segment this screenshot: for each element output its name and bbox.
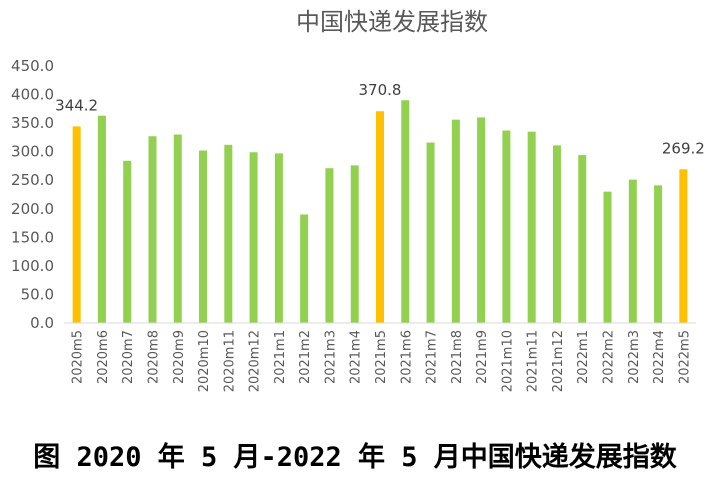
x-tick-label: 2021m5 (374, 330, 389, 384)
bar (199, 150, 208, 323)
y-tick-label: 450.0 (11, 57, 54, 75)
bar (173, 134, 182, 323)
bar (224, 144, 233, 323)
y-axis-ticks: 0.0 50.0 100.0 150.0 200.0 250.0 300.0 350.0 400… (11, 57, 54, 332)
x-tick-label: 2021m1 (273, 330, 288, 384)
x-tick-label: 2021m6 (399, 330, 414, 384)
x-tick-label: 2022m3 (627, 330, 642, 384)
bar (628, 179, 637, 323)
figure-caption: 图 2020 年 5 月-2022 年 5 月中国快递发展指数 (33, 442, 677, 473)
x-tick-label: 2020m5 (71, 330, 86, 384)
x-tick-label: 2022m4 (652, 330, 667, 384)
bar (527, 131, 536, 323)
y-tick-label: 50.0 (21, 285, 54, 303)
x-tick-label: 2020m11 (222, 330, 237, 392)
x-tick-label: 2020m6 (96, 330, 111, 384)
x-tick-label: 2021m4 (349, 330, 364, 384)
x-tick-label: 2021m12 (551, 330, 566, 392)
bar (401, 100, 410, 324)
x-tick-label: 2020m7 (121, 330, 136, 384)
x-tick-label: 2020m12 (248, 330, 263, 392)
x-tick-label: 2021m11 (526, 330, 541, 392)
x-tick-label: 2021m7 (425, 330, 440, 384)
data-labels: 344.2 370.8 269.2 (55, 81, 705, 157)
y-tick-label: 150.0 (11, 228, 54, 246)
y-tick-label: 400.0 (11, 86, 54, 104)
data-label: 269.2 (662, 139, 705, 157)
bar-series (72, 100, 688, 324)
bar (426, 142, 435, 323)
data-label: 370.8 (359, 81, 402, 99)
bar (249, 152, 258, 323)
bar (274, 153, 283, 323)
bar (552, 145, 561, 323)
bar (325, 168, 334, 323)
x-tick-label: 2021m2 (298, 330, 313, 384)
bar (300, 214, 309, 323)
bar (451, 119, 460, 323)
bar (350, 165, 359, 323)
bar (578, 155, 587, 323)
x-tick-label: 2021m3 (323, 330, 338, 384)
bar (603, 191, 612, 323)
bar (376, 111, 384, 324)
x-axis-labels: 2020m5 2020m6 2020m7 2020m8 2020m9 2020m10 202… (71, 330, 693, 392)
x-tick-label: 2021m10 (500, 330, 515, 392)
bar (654, 185, 663, 323)
x-tick-label: 2022m5 (677, 330, 692, 384)
x-tick-label: 2020m8 (146, 330, 161, 384)
x-tick-label: 2020m10 (197, 330, 212, 392)
bar (148, 136, 157, 323)
x-tick-label: 2021m8 (450, 330, 465, 384)
y-tick-label: 250.0 (11, 171, 54, 189)
x-tick-label: 2022m1 (576, 330, 591, 384)
y-tick-label: 200.0 (11, 200, 54, 218)
chart-title: 中国快递发展指数 (296, 8, 488, 36)
x-tick-label: 2022m2 (602, 330, 617, 384)
bar (679, 169, 688, 323)
y-tick-label: 100.0 (11, 257, 54, 275)
y-tick-label: 350.0 (11, 114, 54, 132)
y-tick-label: 0.0 (30, 314, 54, 332)
bar (72, 126, 81, 323)
bar (123, 160, 132, 323)
x-tick-label: 2021m9 (475, 330, 490, 384)
bar (502, 130, 511, 323)
bar (477, 117, 486, 324)
y-tick-label: 300.0 (11, 143, 54, 161)
data-label: 344.2 (55, 96, 98, 114)
x-tick-label: 2020m9 (172, 330, 187, 384)
bar (97, 115, 106, 323)
